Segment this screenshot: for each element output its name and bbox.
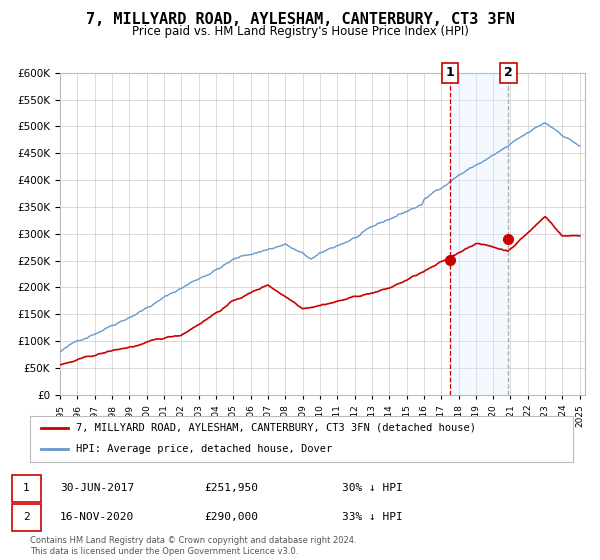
Text: 1: 1 <box>23 483 30 493</box>
Bar <box>450 73 508 395</box>
Text: HPI: Average price, detached house, Dover: HPI: Average price, detached house, Dove… <box>76 444 332 454</box>
Text: 33% ↓ HPI: 33% ↓ HPI <box>342 512 403 522</box>
Text: 2: 2 <box>504 66 513 80</box>
Text: Price paid vs. HM Land Registry's House Price Index (HPI): Price paid vs. HM Land Registry's House … <box>131 25 469 38</box>
Text: Contains HM Land Registry data © Crown copyright and database right 2024.: Contains HM Land Registry data © Crown c… <box>30 536 356 545</box>
Text: 7, MILLYARD ROAD, AYLESHAM, CANTERBURY, CT3 3FN: 7, MILLYARD ROAD, AYLESHAM, CANTERBURY, … <box>86 12 514 27</box>
Text: 30% ↓ HPI: 30% ↓ HPI <box>342 483 403 493</box>
Text: 2: 2 <box>23 512 30 522</box>
Text: 16-NOV-2020: 16-NOV-2020 <box>60 512 134 522</box>
Text: 7, MILLYARD ROAD, AYLESHAM, CANTERBURY, CT3 3FN (detached house): 7, MILLYARD ROAD, AYLESHAM, CANTERBURY, … <box>76 423 476 432</box>
Text: £290,000: £290,000 <box>204 512 258 522</box>
Text: £251,950: £251,950 <box>204 483 258 493</box>
Text: 30-JUN-2017: 30-JUN-2017 <box>60 483 134 493</box>
Text: 1: 1 <box>445 66 454 80</box>
Text: This data is licensed under the Open Government Licence v3.0.: This data is licensed under the Open Gov… <box>30 547 298 556</box>
